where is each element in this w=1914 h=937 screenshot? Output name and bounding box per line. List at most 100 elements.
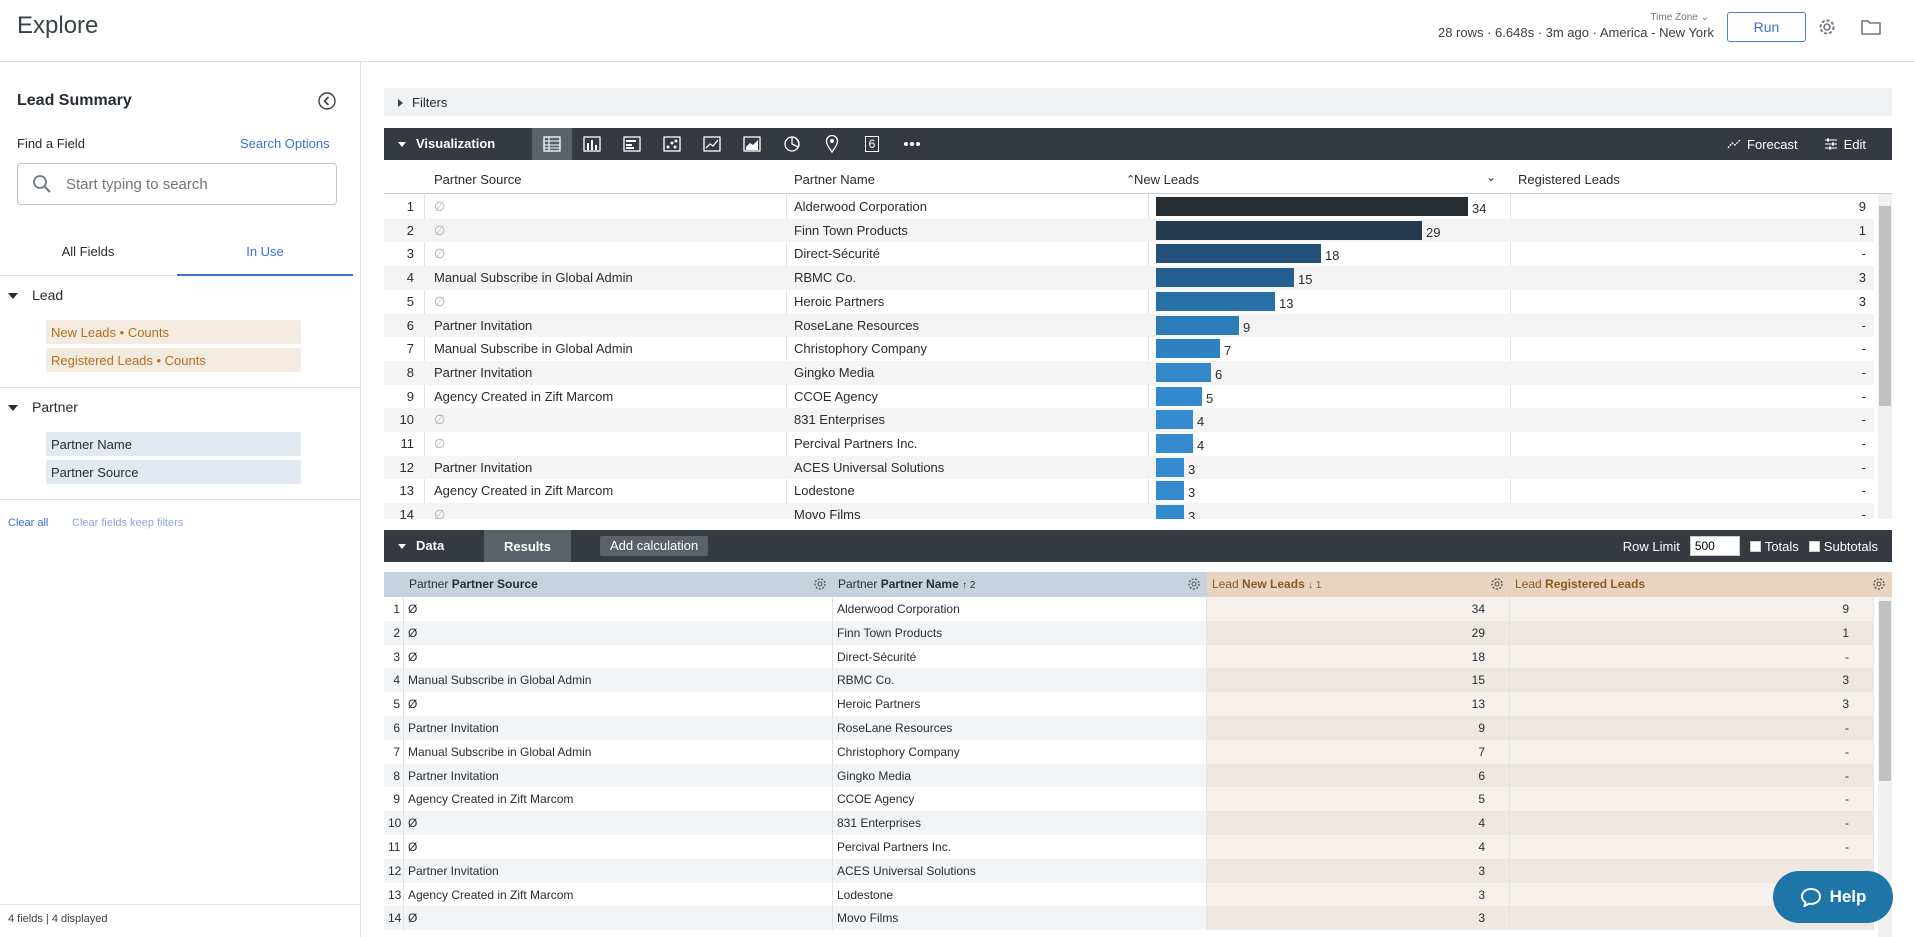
- new-leads-bar[interactable]: [1156, 362, 1211, 382]
- group-lead[interactable]: Lead: [8, 287, 63, 303]
- help-button[interactable]: Help: [1773, 871, 1893, 923]
- viz-scrollbar[interactable]: [1878, 194, 1892, 519]
- cell-new-leads[interactable]: 3: [1207, 882, 1510, 907]
- row-index[interactable]: 7: [384, 739, 404, 764]
- cell-partner-name[interactable]: CCOE Agency: [833, 787, 1207, 812]
- cell-partner-source[interactable]: Ø: [404, 811, 833, 835]
- cell-partner-name[interactable]: Gingko Media: [833, 763, 1207, 788]
- gear-icon[interactable]: [1490, 577, 1504, 594]
- tab-all-fields[interactable]: All Fields: [0, 239, 176, 276]
- cell-new-leads[interactable]: 6: [1207, 763, 1510, 788]
- col-header-partner-name[interactable]: Partner Partner Name ↑ 2: [833, 572, 1207, 597]
- cell-partner-source[interactable]: Ø: [404, 644, 833, 669]
- col-header-registered-leads[interactable]: Lead Registered Leads: [1510, 572, 1892, 597]
- cell-partner-source[interactable]: Agency Created in Zift Marcom: [404, 787, 833, 812]
- row-index[interactable]: 6: [384, 716, 404, 740]
- data-toggle[interactable]: Data: [398, 538, 444, 553]
- checkbox[interactable]: [1749, 540, 1761, 552]
- cell-registered-leads[interactable]: -: [1510, 787, 1874, 812]
- cell-registered-leads[interactable]: -: [1510, 811, 1874, 835]
- new-leads-bar[interactable]: [1156, 220, 1422, 240]
- viz-col-partner-name[interactable]: Partner Name: [794, 172, 875, 187]
- tab-results[interactable]: Results: [484, 530, 571, 562]
- row-index[interactable]: 8: [384, 763, 404, 788]
- field-registered-leads-counts[interactable]: Registered Leads • Counts: [46, 348, 301, 372]
- new-leads-bar[interactable]: [1156, 457, 1184, 477]
- tab-in-use[interactable]: In Use: [177, 239, 353, 276]
- cell-partner-name[interactable]: Lodestone: [833, 882, 1207, 907]
- viz-col-new-leads[interactable]: New Leads: [1134, 172, 1200, 187]
- search-options-link[interactable]: Search Options: [240, 136, 330, 151]
- clear-all-link[interactable]: Clear all: [8, 517, 49, 529]
- filters-section[interactable]: Filters: [384, 88, 1892, 116]
- cell-new-leads[interactable]: 18: [1207, 644, 1510, 669]
- cell-new-leads[interactable]: 3: [1207, 906, 1510, 931]
- cell-new-leads[interactable]: 4: [1207, 835, 1510, 859]
- collapse-sidebar-icon[interactable]: [317, 91, 337, 111]
- gear-icon[interactable]: [1872, 577, 1886, 594]
- cell-partner-source[interactable]: Partner Invitation: [404, 763, 833, 788]
- cell-partner-name[interactable]: ACES Universal Solutions: [833, 858, 1207, 883]
- more-icon[interactable]: [892, 128, 932, 160]
- viz-col-partner-source[interactable]: Partner Source: [434, 172, 522, 187]
- field-search-box[interactable]: [17, 163, 337, 205]
- table-icon[interactable]: [532, 128, 572, 160]
- cell-partner-source[interactable]: Ø: [404, 620, 833, 645]
- cell-partner-name[interactable]: Finn Town Products: [833, 620, 1207, 645]
- row-index[interactable]: 1: [384, 597, 404, 621]
- viz-col-registered-leads[interactable]: Registered Leads: [1518, 172, 1620, 187]
- group-partner[interactable]: Partner: [8, 399, 78, 415]
- row-index[interactable]: 9: [384, 787, 404, 812]
- subtotals-checkbox[interactable]: Subtotals: [1808, 539, 1878, 554]
- add-calculation-button[interactable]: Add calculation: [600, 536, 709, 556]
- timezone-label[interactable]: Time Zone ⌄: [1650, 12, 1709, 23]
- clear-fields-keep-filters-link[interactable]: Clear fields keep filters: [72, 517, 184, 529]
- cell-partner-name[interactable]: RoseLane Resources: [833, 716, 1207, 740]
- cell-partner-name[interactable]: Movo Films: [833, 906, 1207, 931]
- row-index[interactable]: 11: [384, 835, 404, 859]
- cell-partner-source[interactable]: Ø: [404, 906, 833, 931]
- new-leads-bar[interactable]: [1156, 481, 1184, 501]
- new-leads-bar[interactable]: [1156, 410, 1193, 430]
- cell-new-leads[interactable]: 7: [1207, 739, 1510, 764]
- cell-registered-leads[interactable]: -: [1510, 644, 1874, 669]
- totals-checkbox[interactable]: Totals: [1749, 539, 1799, 554]
- pie-chart-icon[interactable]: [772, 128, 812, 160]
- row-index[interactable]: 10: [384, 811, 404, 835]
- scatter-icon[interactable]: [652, 128, 692, 160]
- new-leads-bar[interactable]: [1156, 434, 1193, 453]
- new-leads-bar[interactable]: [1156, 315, 1239, 335]
- forecast-button[interactable]: Forecast: [1727, 137, 1798, 152]
- cell-new-leads[interactable]: 29: [1207, 620, 1510, 645]
- gear-icon[interactable]: [1187, 577, 1201, 594]
- cell-new-leads[interactable]: 15: [1207, 668, 1510, 693]
- map-pin-icon[interactable]: [812, 128, 852, 160]
- cell-new-leads[interactable]: 3: [1207, 858, 1510, 883]
- field-partner-name[interactable]: Partner Name: [46, 432, 301, 456]
- field-new-leads-counts[interactable]: New Leads • Counts: [46, 320, 301, 344]
- col-header-new-leads[interactable]: Lead New Leads ↓ 1: [1207, 572, 1510, 597]
- line-chart-icon[interactable]: [692, 128, 732, 160]
- single-value-icon[interactable]: 6: [852, 128, 892, 160]
- cell-partner-source[interactable]: Partner Invitation: [404, 858, 833, 883]
- new-leads-bar[interactable]: [1156, 505, 1184, 519]
- row-index[interactable]: 14: [384, 906, 404, 931]
- scrollbar-thumb[interactable]: [1879, 206, 1891, 406]
- new-leads-bar[interactable]: [1156, 197, 1468, 216]
- cell-partner-name[interactable]: Direct-Sécurité: [833, 644, 1207, 669]
- sort-asc-icon[interactable]: ⌃: [1126, 174, 1136, 186]
- cell-registered-leads[interactable]: -: [1510, 716, 1874, 740]
- scrollbar-thumb[interactable]: [1879, 601, 1891, 781]
- cell-partner-source[interactable]: Agency Created in Zift Marcom: [404, 882, 833, 907]
- cell-partner-source[interactable]: Ø: [404, 597, 833, 621]
- cell-partner-source[interactable]: Ø: [404, 692, 833, 716]
- field-partner-source[interactable]: Partner Source: [46, 460, 301, 484]
- cell-registered-leads[interactable]: 3: [1510, 668, 1874, 693]
- bar-chart-icon[interactable]: [612, 128, 652, 160]
- edit-button[interactable]: Edit: [1824, 137, 1866, 152]
- gear-icon[interactable]: [813, 577, 827, 594]
- area-chart-icon[interactable]: [732, 128, 772, 160]
- cell-registered-leads[interactable]: -: [1510, 835, 1874, 859]
- cell-new-leads[interactable]: 13: [1207, 692, 1510, 716]
- run-button[interactable]: Run: [1727, 12, 1806, 42]
